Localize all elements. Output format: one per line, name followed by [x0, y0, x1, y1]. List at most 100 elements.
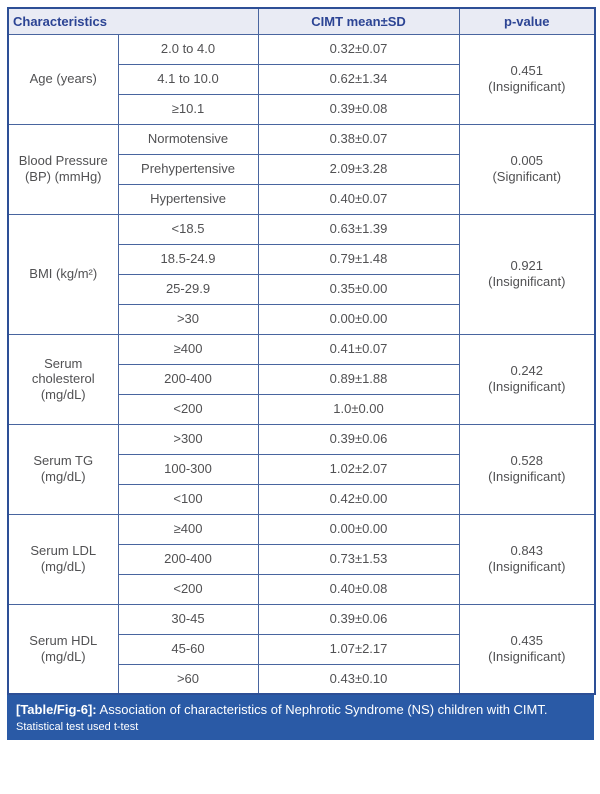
cimt-value-cell: 0.32±0.07 — [257, 33, 460, 65]
cimt-value-cell: 1.0±0.00 — [257, 393, 460, 425]
table-row: Serum cholesterol (mg/dL) ≥400 0.41±0.07… — [7, 333, 596, 425]
category-cell: 30-45 — [117, 603, 259, 635]
p-value: 0.005 — [510, 153, 544, 169]
category-cell: 200-400 — [117, 363, 259, 395]
cimt-value-cell: 0.00±0.00 — [257, 513, 460, 545]
p-significance: (Insignificant) — [488, 469, 566, 484]
cimt-value-cell: 0.62±1.34 — [257, 63, 460, 95]
characteristic-cell-bp: Blood Pressure (BP) (mmHg) — [7, 123, 119, 215]
table-caption: [Table/Fig-6]: Association of characteri… — [16, 702, 585, 719]
characteristic-cell-cholesterol: Serum cholesterol (mg/dL) — [7, 333, 119, 425]
p-value-cell: 0.451 (Insignificant) — [458, 33, 596, 125]
p-value: 0.843 — [510, 543, 544, 559]
table-row: 25-29.9 0.35±0.00 — [8, 273, 595, 305]
table-row: Prehypertensive 2.09±3.28 — [8, 153, 595, 185]
cimt-value-cell: 0.42±0.00 — [257, 483, 460, 515]
p-value-cell: 0.242 (Insignificant) — [458, 333, 596, 425]
cimt-value-cell: 0.38±0.07 — [257, 123, 460, 155]
table-row: BMI (kg/m²) <18.5 0.63±1.39 0.921 (Insig… — [7, 213, 596, 335]
cimt-value-cell: 0.39±0.06 — [257, 423, 460, 455]
cimt-value-cell: 0.63±1.39 — [257, 213, 460, 245]
category-cell: >300 — [117, 423, 259, 455]
table-row: 45-60 1.07±2.17 — [8, 633, 595, 665]
col-header-characteristics: Characteristics — [7, 7, 259, 35]
table-row: Serum TG (mg/dL) >300 0.39±0.06 0.528 (I… — [7, 423, 596, 515]
p-value: 0.242 — [510, 363, 544, 379]
p-significance: (Insignificant) — [488, 79, 566, 94]
cimt-value-cell: 0.39±0.06 — [257, 603, 460, 635]
category-cell: 4.1 to 10.0 — [117, 63, 259, 95]
p-significance: (Insignificant) — [488, 379, 566, 394]
cimt-value-cell: 0.41±0.07 — [257, 333, 460, 365]
characteristic-cell-age: Age (years) — [7, 33, 119, 125]
p-value-cell: 0.921 (Insignificant) — [458, 213, 596, 335]
cimt-value-cell: 2.09±3.28 — [257, 153, 460, 185]
cimt-value-cell: 0.73±1.53 — [257, 543, 460, 575]
category-cell: >30 — [117, 303, 259, 335]
cimt-value-cell: 0.00±0.00 — [257, 303, 460, 335]
table-row: <200 0.40±0.08 — [8, 573, 595, 605]
category-cell: Hypertensive — [117, 183, 259, 215]
p-significance: (Insignificant) — [488, 274, 566, 289]
cimt-value-cell: 0.35±0.00 — [257, 273, 460, 305]
p-value: 0.451 — [510, 63, 544, 79]
category-cell: 200-400 — [117, 543, 259, 575]
cimt-value-cell: 0.43±0.10 — [257, 663, 460, 695]
p-value-cell: 0.005 (Significant) — [458, 123, 596, 215]
table-row: Serum LDL (mg/dL) ≥400 0.00±0.00 0.843 (… — [7, 513, 596, 605]
cimt-value-cell: 0.40±0.08 — [257, 573, 460, 605]
category-cell: 100-300 — [117, 453, 259, 485]
p-value: 0.921 — [510, 258, 544, 274]
category-cell: 45-60 — [117, 633, 259, 665]
table-row: Age (years) 2.0 to 4.0 0.32±0.07 0.451 (… — [7, 33, 596, 125]
cimt-value-cell: 0.89±1.88 — [257, 363, 460, 395]
category-cell: ≥400 — [117, 513, 259, 545]
table-row: Blood Pressure (BP) (mmHg) Normotensive … — [7, 123, 596, 215]
category-cell: <200 — [117, 573, 259, 605]
cimt-value-cell: 1.07±2.17 — [257, 633, 460, 665]
p-value-cell: 0.843 (Insignificant) — [458, 513, 596, 605]
table-row: Hypertensive 0.40±0.07 — [8, 183, 595, 215]
table-row: 200-400 0.73±1.53 — [8, 543, 595, 575]
category-cell: ≥10.1 — [117, 93, 259, 125]
category-cell: 18.5-24.9 — [117, 243, 259, 275]
table-row: 100-300 1.02±2.07 — [8, 453, 595, 485]
table-row: 18.5-24.9 0.79±1.48 — [8, 243, 595, 275]
characteristic-cell-ldl: Serum LDL (mg/dL) — [7, 513, 119, 605]
cimt-value-cell: 0.79±1.48 — [257, 243, 460, 275]
category-cell: Normotensive — [117, 123, 259, 155]
category-cell: <18.5 — [117, 213, 259, 245]
category-cell: <200 — [117, 393, 259, 425]
figure-caption-text: Association of characteristics of Nephro… — [99, 702, 548, 717]
table-row: Serum HDL (mg/dL) 30-45 0.39±0.06 0.435 … — [7, 603, 596, 695]
table-caption-bar: [Table/Fig-6]: Association of characteri… — [7, 695, 594, 741]
category-cell: >60 — [117, 663, 259, 695]
header-row: Characteristics CIMT mean±SD p-value — [7, 7, 596, 35]
characteristics-cimt-table: Characteristics CIMT mean±SD p-value Age… — [7, 7, 597, 695]
table-row: 200-400 0.89±1.88 — [8, 363, 595, 395]
col-header-cimt-mean-sd: CIMT mean±SD — [257, 7, 460, 35]
p-value: 0.435 — [510, 633, 544, 649]
p-significance: (Insignificant) — [488, 559, 566, 574]
p-significance: (Significant) — [492, 169, 562, 184]
category-cell: ≥400 — [117, 333, 259, 365]
cimt-value-cell: 0.39±0.08 — [257, 93, 460, 125]
category-cell: 2.0 to 4.0 — [117, 33, 259, 65]
table-row: >30 0.00±0.00 — [8, 303, 595, 335]
table-row: >60 0.43±0.10 — [8, 663, 595, 695]
characteristic-cell-tg: Serum TG (mg/dL) — [7, 423, 119, 515]
cimt-value-cell: 0.40±0.07 — [257, 183, 460, 215]
characteristic-cell-bmi: BMI (kg/m²) — [7, 213, 119, 335]
table-row: 4.1 to 10.0 0.62±1.34 — [8, 63, 595, 95]
col-header-p-value: p-value — [458, 7, 596, 35]
category-cell: <100 — [117, 483, 259, 515]
cimt-value-cell: 1.02±2.07 — [257, 453, 460, 485]
category-cell: Prehypertensive — [117, 153, 259, 185]
category-cell: 25-29.9 — [117, 273, 259, 305]
p-value: 0.528 — [510, 453, 544, 469]
p-significance: (Insignificant) — [488, 648, 566, 664]
table-row: ≥10.1 0.39±0.08 — [8, 93, 595, 125]
p-value-cell: 0.435 (Insignificant) — [458, 603, 596, 695]
footnote: Statistical test used t-test — [16, 720, 139, 733]
